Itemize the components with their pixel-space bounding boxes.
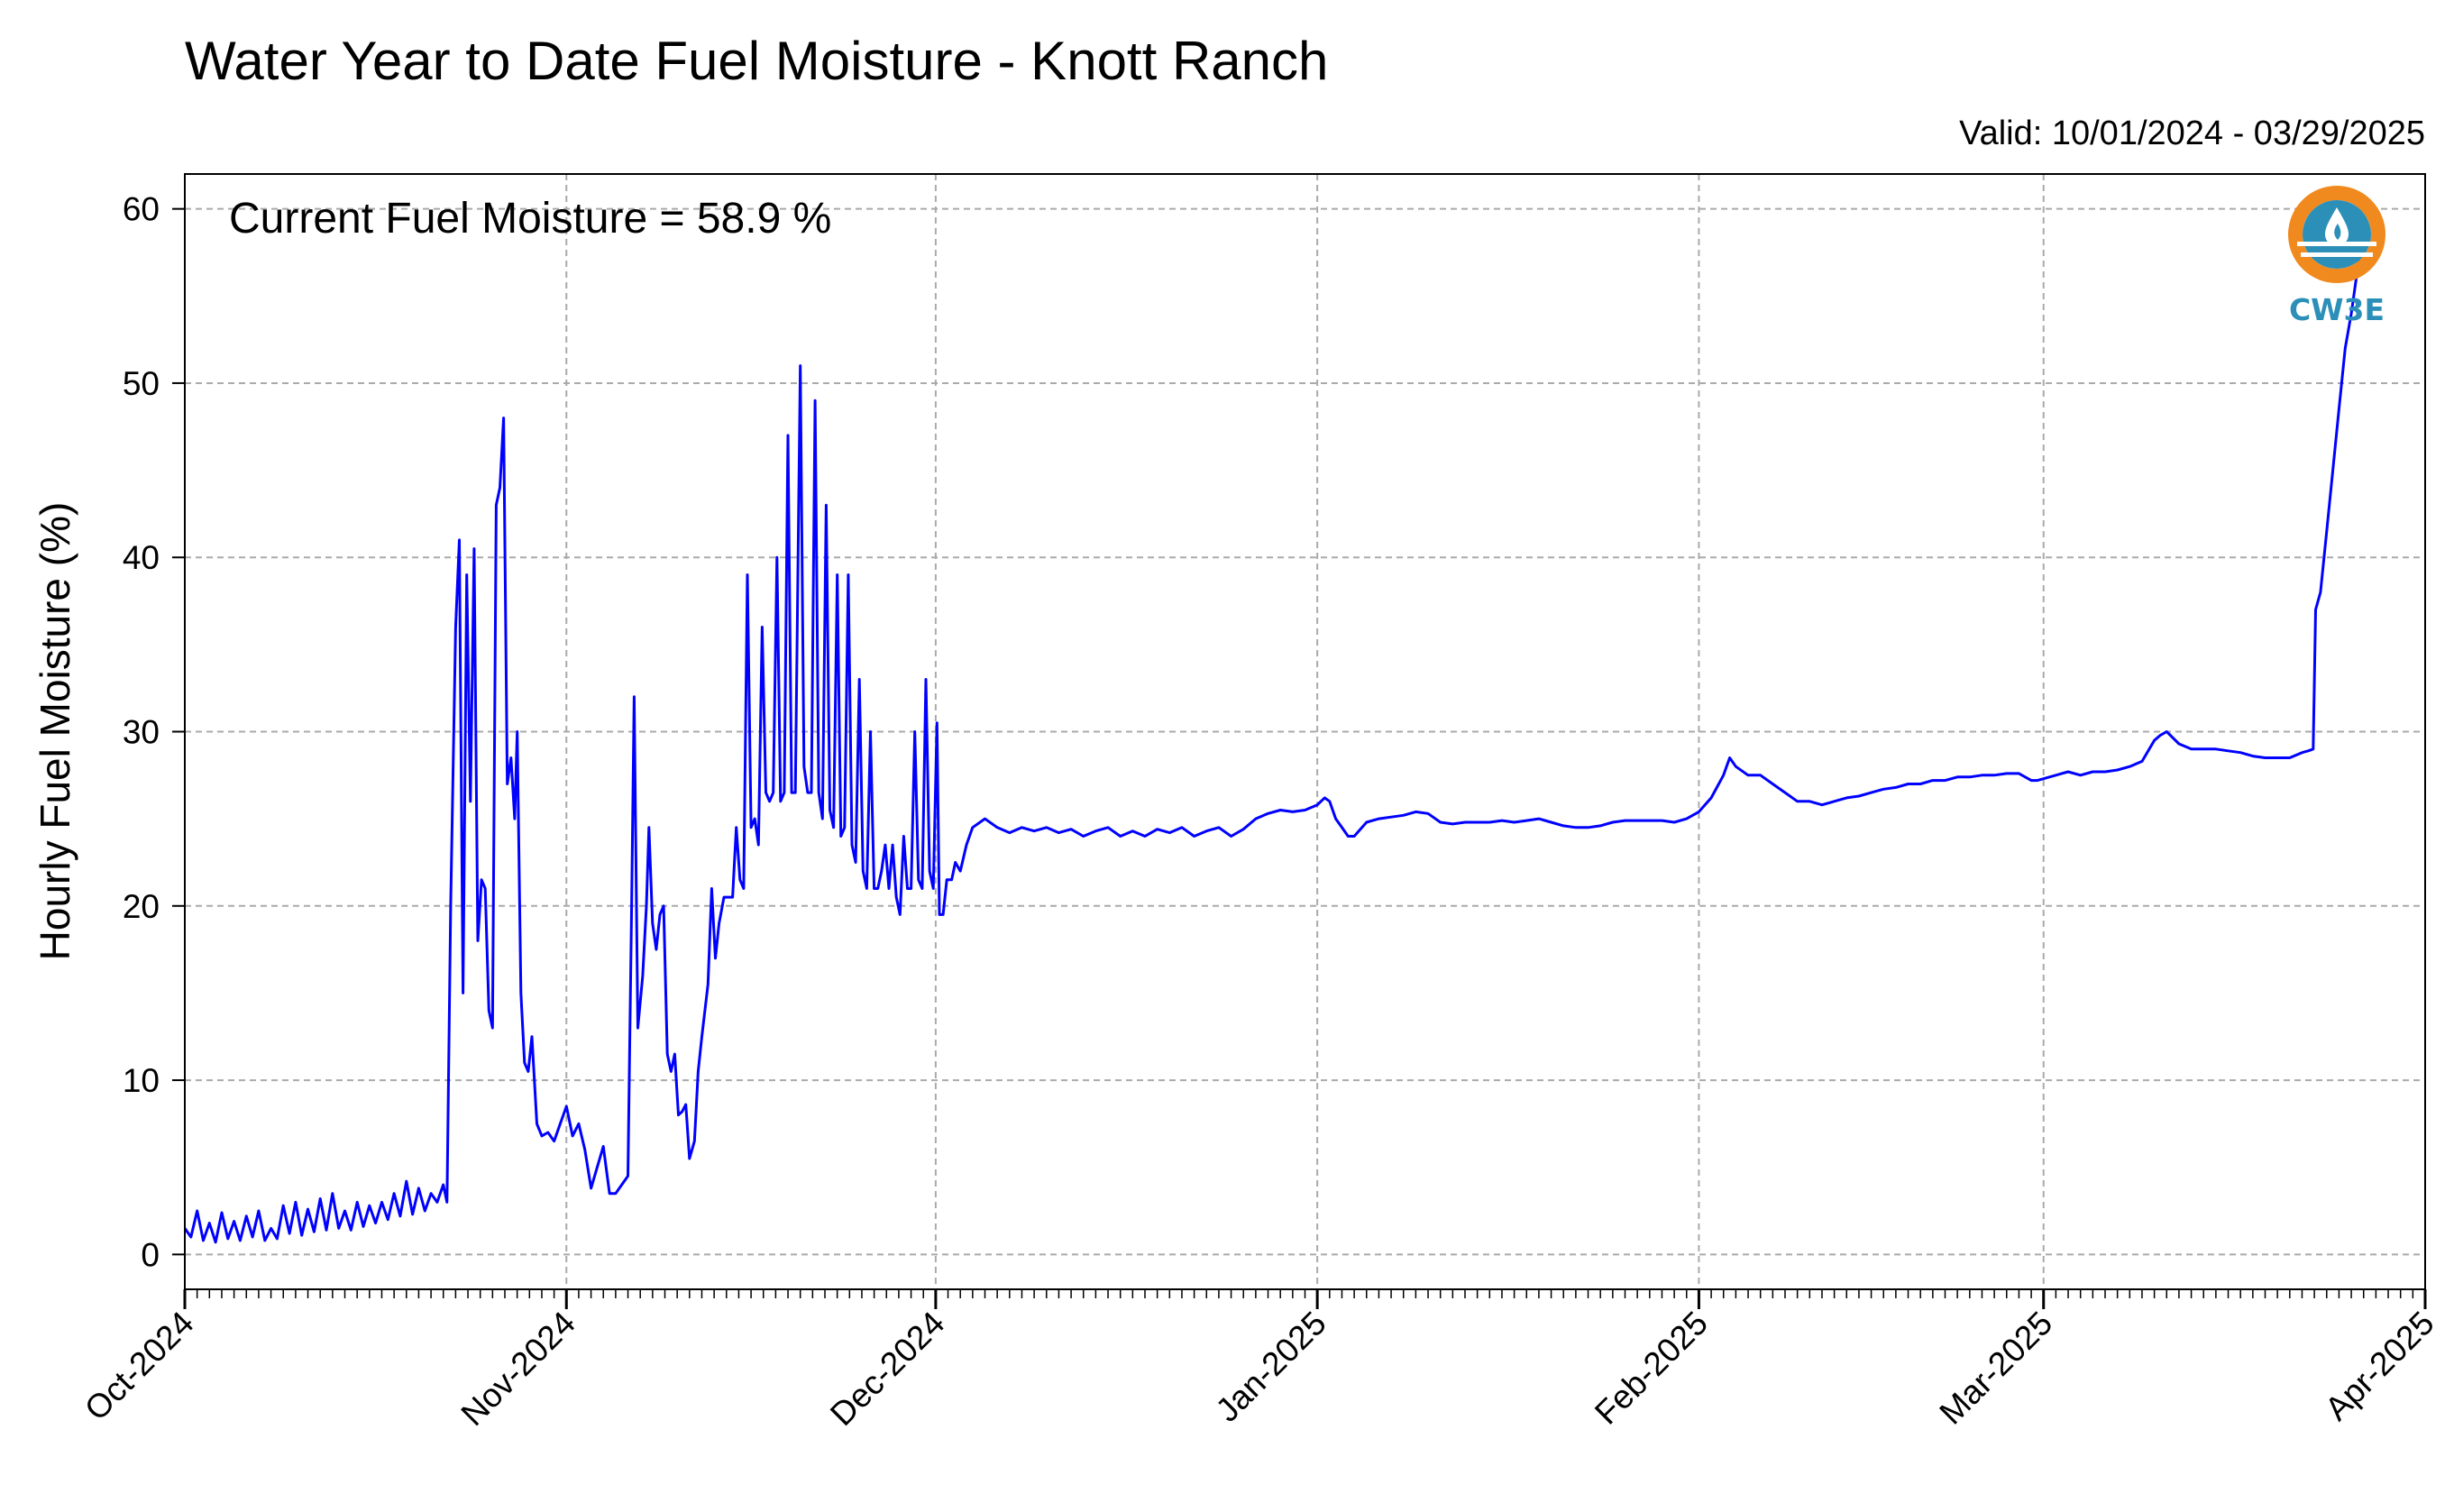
y-tick-label: 0 <box>141 1236 160 1273</box>
x-tick-label: Nov-2024 <box>453 1305 581 1433</box>
x-tick-label: Jan-2025 <box>1209 1305 1333 1429</box>
y-tick-label: 20 <box>123 888 160 925</box>
x-tick-label: Apr-2025 <box>2318 1305 2441 1428</box>
fuel-moisture-series-line <box>183 227 2366 1244</box>
logo-label: CW3E <box>2289 292 2385 327</box>
y-tick-label: 60 <box>123 191 160 228</box>
y-tick-label: 30 <box>123 714 160 751</box>
y-tick-label: 10 <box>123 1062 160 1099</box>
x-axis: Oct-2024 Nov-2024 Dec-2024 Jan-2025 Feb-2025… <box>78 1289 2441 1433</box>
logo-band-2 <box>2301 252 2373 257</box>
chart-valid-range: Valid: 10/01/2024 - 03/29/2025 <box>1959 115 2425 152</box>
x-tick-label: Oct-2024 <box>78 1305 201 1428</box>
current-fuel-moisture-annotation: Current Fuel Moisture = 58.9 % <box>229 195 831 243</box>
x-tick-label: Feb-2025 <box>1588 1305 1715 1432</box>
logo-ring <box>2288 186 2385 283</box>
x-tick-label: Dec-2024 <box>823 1305 951 1433</box>
y-tick-label: 50 <box>123 365 160 402</box>
cw3e-logo: CW3E <box>2288 186 2385 327</box>
x-tick-label: Mar-2025 <box>1932 1305 2059 1432</box>
series-layer <box>183 227 2366 1244</box>
y-axis-label: Hourly Fuel Moisture (%) <box>32 502 78 961</box>
logo-flame-icon <box>2334 224 2341 240</box>
y-tick-label: 40 <box>123 539 160 576</box>
chart-title: Water Year to Date Fuel Moisture - Knott… <box>185 31 1328 91</box>
y-axis: 0 10 20 30 40 50 60 <box>123 191 185 1273</box>
